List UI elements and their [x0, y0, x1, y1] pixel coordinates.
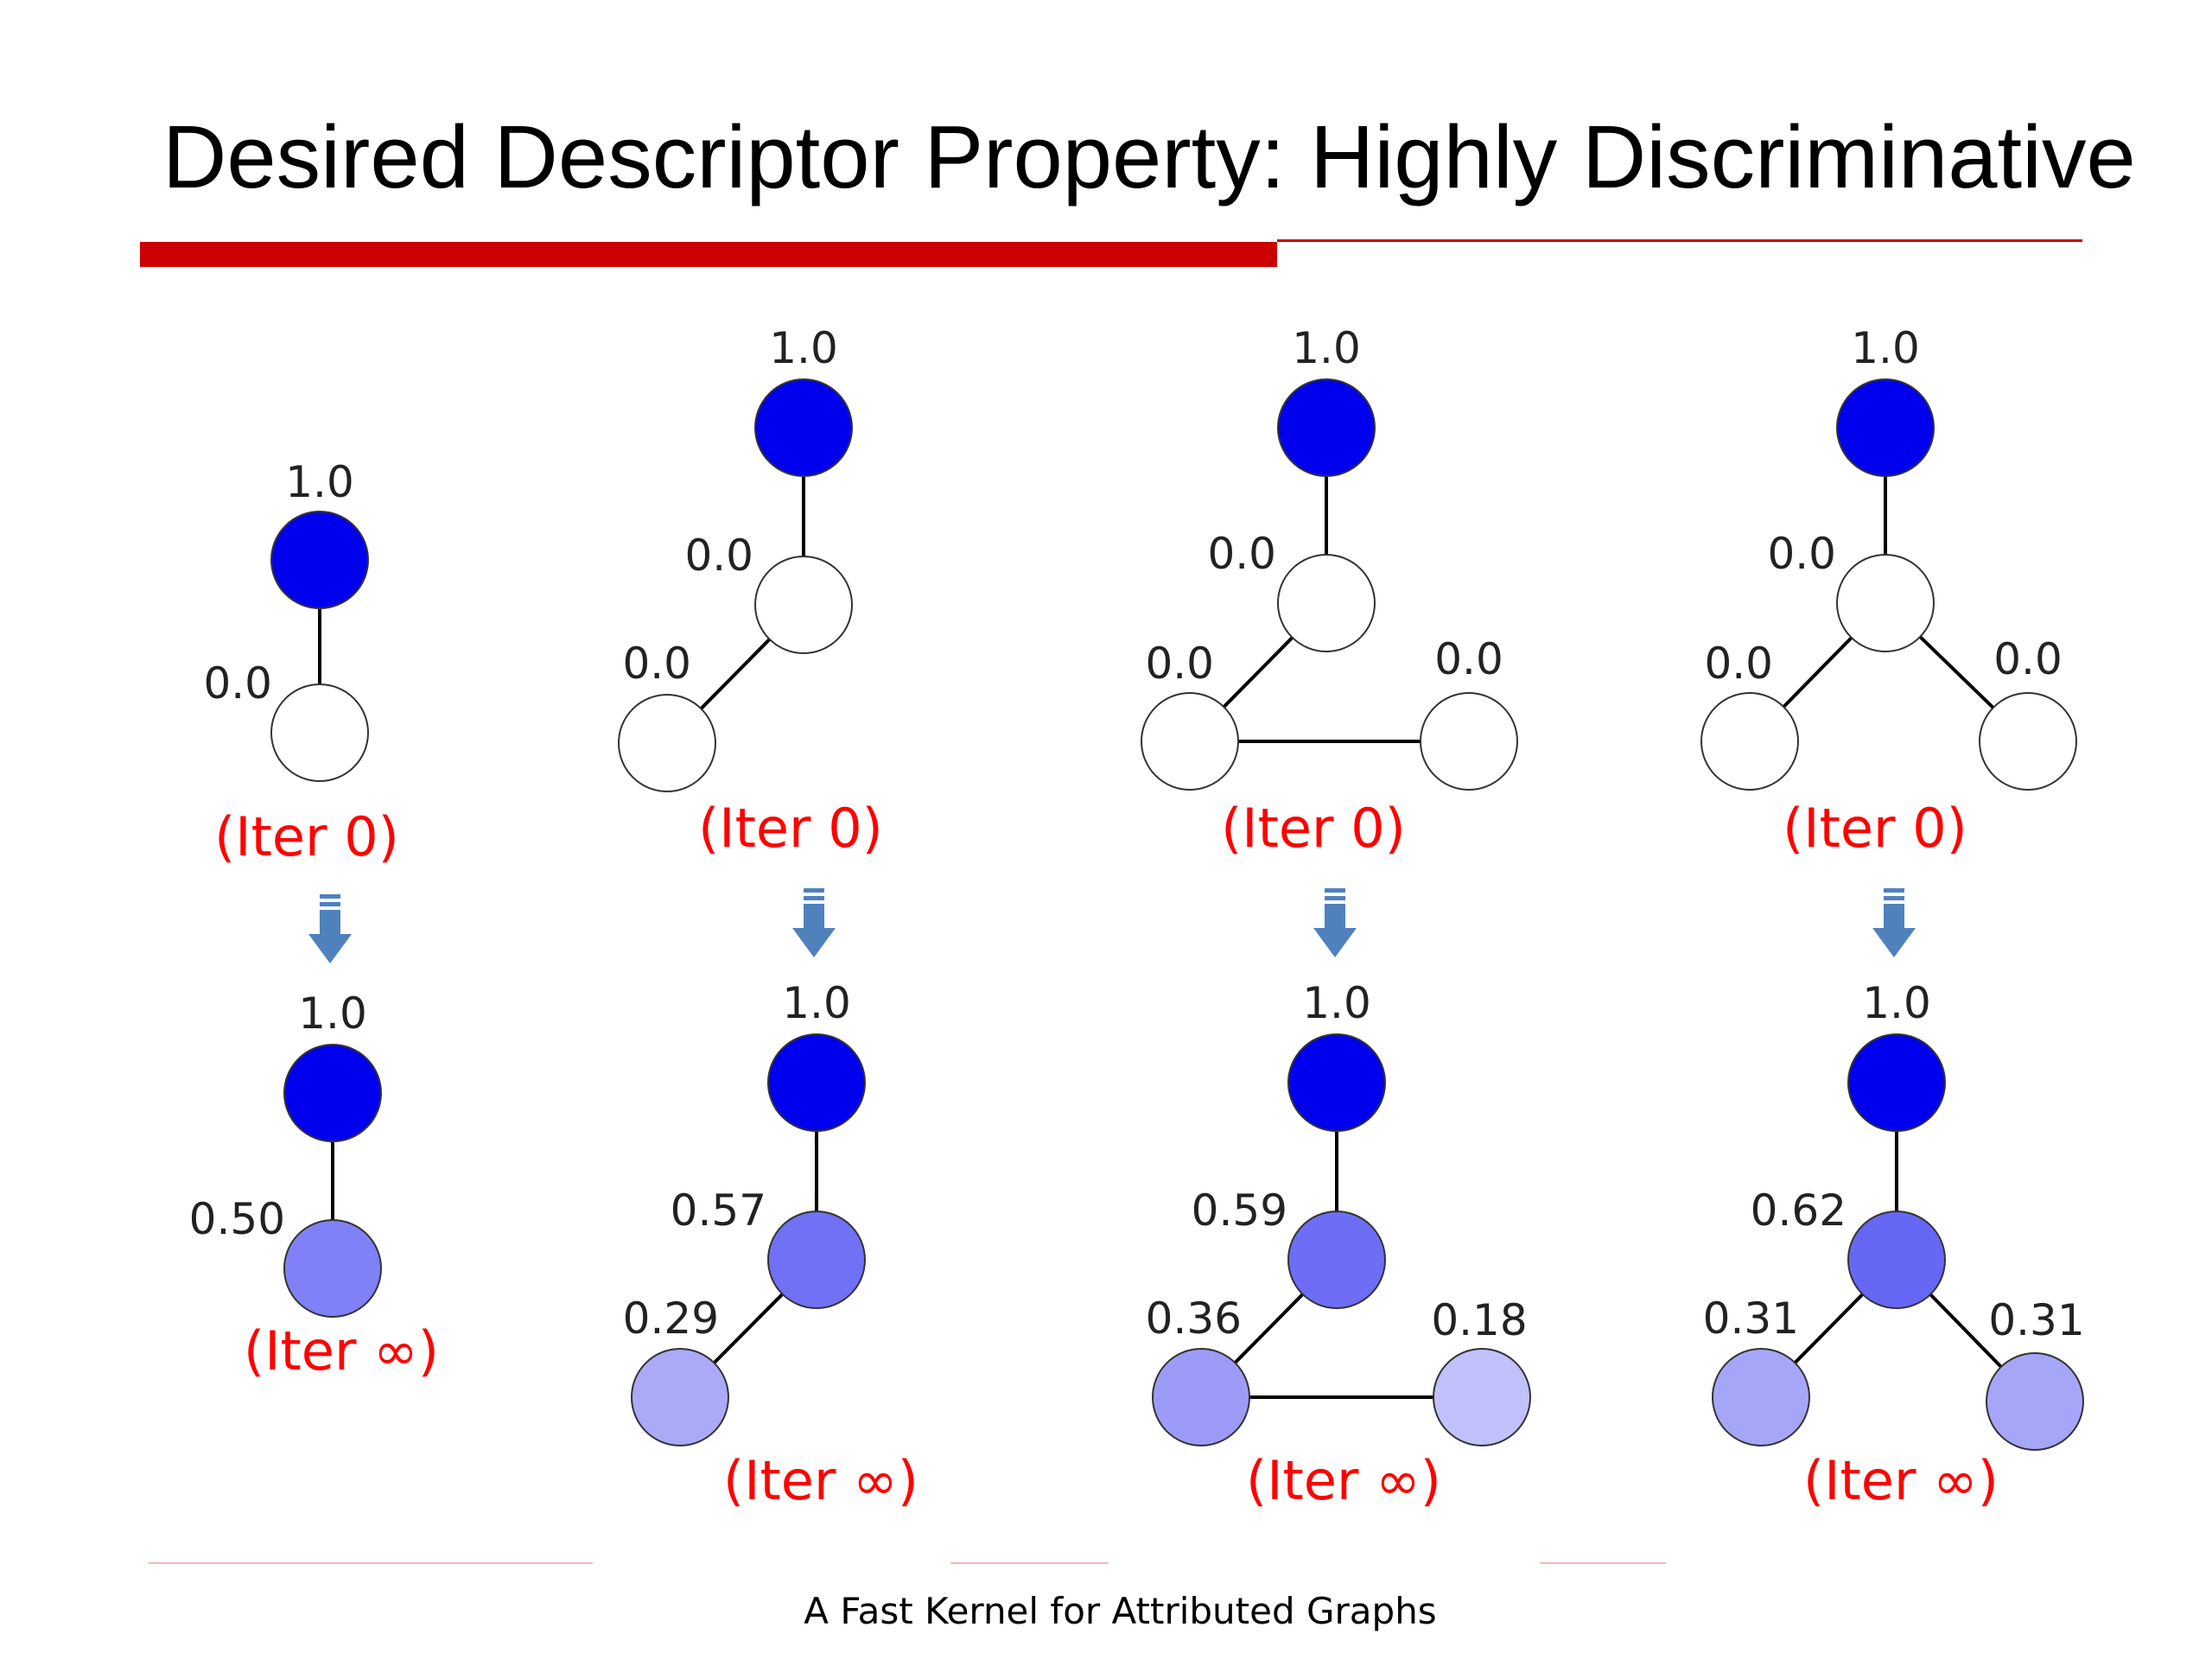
graph-4-iterinf-node-value: 1.0: [1862, 978, 1931, 1028]
graph-2-iterinf-node-value: 0.57: [671, 1185, 766, 1236]
graph-2-iter0-node: [754, 378, 853, 477]
graph-3-iter0-node: [1420, 692, 1518, 791]
graph-2-arrow-down-icon: [792, 928, 836, 957]
graph-3-iter0-node-value: 0.0: [1207, 529, 1276, 579]
graph-3-iterinf-node: [1287, 1033, 1386, 1132]
footer-divider-center: [950, 1562, 1109, 1564]
graph-2-iter0-node-value: 1.0: [769, 323, 838, 373]
graph-4-iterinf-node: [1847, 1211, 1946, 1309]
graph-1-iterinf-node: [283, 1219, 382, 1318]
graph-4-iter0-node-value: 0.0: [1993, 634, 2063, 684]
graph-1-iterinf-node: [283, 1044, 382, 1142]
graph-4-iterinf-node: [1847, 1033, 1946, 1132]
graph-2-iter0-node-value: 0.0: [684, 531, 753, 581]
graph-2-iterinf-iteration-label: (Iter ∞): [723, 1449, 918, 1512]
graph-1-arrow-stem: [320, 910, 340, 934]
graph-1-iterinf-iteration-label: (Iter ∞): [244, 1319, 439, 1382]
graph-3-iterinf-node: [1433, 1348, 1531, 1446]
graph-4-arrow-down-icon: [1872, 928, 1916, 957]
graph-1-iter0-node: [270, 511, 369, 609]
graph-4-iterinf-node: [1712, 1348, 1810, 1446]
graph-4-iter0-node-value: 0.0: [1767, 529, 1836, 579]
footer-divider-left: [149, 1562, 593, 1564]
graph-3-iter0-node: [1141, 692, 1239, 791]
graph-2-iter0-node: [754, 556, 853, 654]
graph-4-arrow-stripe: [1884, 888, 1904, 893]
graph-3-arrow-stripe: [1325, 888, 1345, 893]
footer-divider-right: [1540, 1562, 1666, 1564]
graph-3-arrow-stem: [1325, 904, 1345, 928]
graph-1-iterinf-node-value: 1.0: [298, 988, 367, 1039]
graph-2-iterinf-node: [767, 1033, 866, 1132]
graph-2-arrow-stripe: [804, 888, 824, 893]
title-underline-thick: [140, 242, 1277, 267]
graph-3-iterinf-node-value: 1.0: [1302, 978, 1371, 1028]
footer-text: A Fast Kernel for Attributed Graphs: [804, 1590, 1437, 1632]
graph-1-arrow-stripe: [320, 894, 340, 899]
graph-3-iter0-node-value: 0.0: [1434, 634, 1503, 684]
graph-4-iter0-node: [1836, 378, 1935, 477]
graph-3-iterinf-node-value: 0.59: [1192, 1185, 1287, 1236]
graph-3-iter0-iteration-label: (Iter 0): [1221, 797, 1406, 860]
graph-2-iter0-iteration-label: (Iter 0): [698, 797, 883, 860]
graph-2-iter0-node-value: 0.0: [622, 639, 691, 689]
graph-1-iter0-node-value: 0.0: [203, 658, 272, 709]
graph-4-arrow-stripe: [1884, 896, 1904, 900]
graph-3-iter0-node: [1277, 378, 1376, 477]
graph-1-iterinf-node-value: 0.50: [189, 1194, 285, 1244]
graph-3-iterinf-node-value: 0.18: [1431, 1295, 1527, 1345]
graph-2-arrow-stripe: [804, 896, 824, 900]
slide-title: Desired Descriptor Property: Highly Disc…: [162, 107, 2136, 207]
graph-3-arrow-stripe: [1325, 896, 1345, 900]
graph-4-iter0-node: [1836, 554, 1935, 652]
graph-4-iter0-node: [1700, 692, 1799, 791]
graph-3-iterinf-node-value: 0.36: [1146, 1294, 1242, 1344]
graph-3-iterinf-node: [1287, 1211, 1386, 1309]
graph-2-iter0-node: [618, 694, 716, 792]
graph-2-iterinf-node: [631, 1348, 729, 1446]
graph-4-iterinf-iteration-label: (Iter ∞): [1803, 1449, 1999, 1512]
graph-2-arrow-stem: [804, 904, 824, 928]
graph-4-iterinf-node-value: 0.62: [1751, 1185, 1847, 1236]
graph-2-iterinf-node-value: 0.29: [623, 1294, 719, 1344]
graph-1-iter0-node-value: 1.0: [285, 457, 354, 507]
graph-4-iterinf-node-value: 0.31: [1988, 1295, 2084, 1345]
graph-2-iterinf-node-value: 1.0: [782, 978, 851, 1028]
graph-4-iter0-node-value: 1.0: [1851, 323, 1920, 373]
graph-4-iter0-node-value: 0.0: [1704, 639, 1773, 689]
graph-4-iterinf-node-value: 0.31: [1703, 1294, 1799, 1344]
graph-4-iterinf-node: [1986, 1352, 2084, 1451]
graph-3-iterinf-iteration-label: (Iter ∞): [1246, 1449, 1441, 1512]
graph-4-iter0-iteration-label: (Iter 0): [1783, 797, 1967, 860]
graph-3-arrow-down-icon: [1313, 928, 1357, 957]
graph-1-iter0-iteration-label: (Iter 0): [214, 805, 399, 868]
graph-3-iter0-node-value: 0.0: [1145, 639, 1214, 689]
graph-4-arrow-stem: [1884, 904, 1904, 928]
title-underline-thin: [1277, 239, 2082, 242]
graph-2-iterinf-node: [767, 1211, 866, 1309]
graph-1-iter0-node: [270, 683, 369, 782]
graph-4-iter0-node: [1979, 692, 2077, 791]
graph-3-iter0-node: [1277, 554, 1376, 652]
graph-3-iter0-node-value: 1.0: [1292, 323, 1361, 373]
graph-3-iterinf-node: [1152, 1348, 1250, 1446]
graph-1-arrow-stripe: [320, 902, 340, 906]
graph-1-arrow-down-icon: [308, 934, 352, 963]
